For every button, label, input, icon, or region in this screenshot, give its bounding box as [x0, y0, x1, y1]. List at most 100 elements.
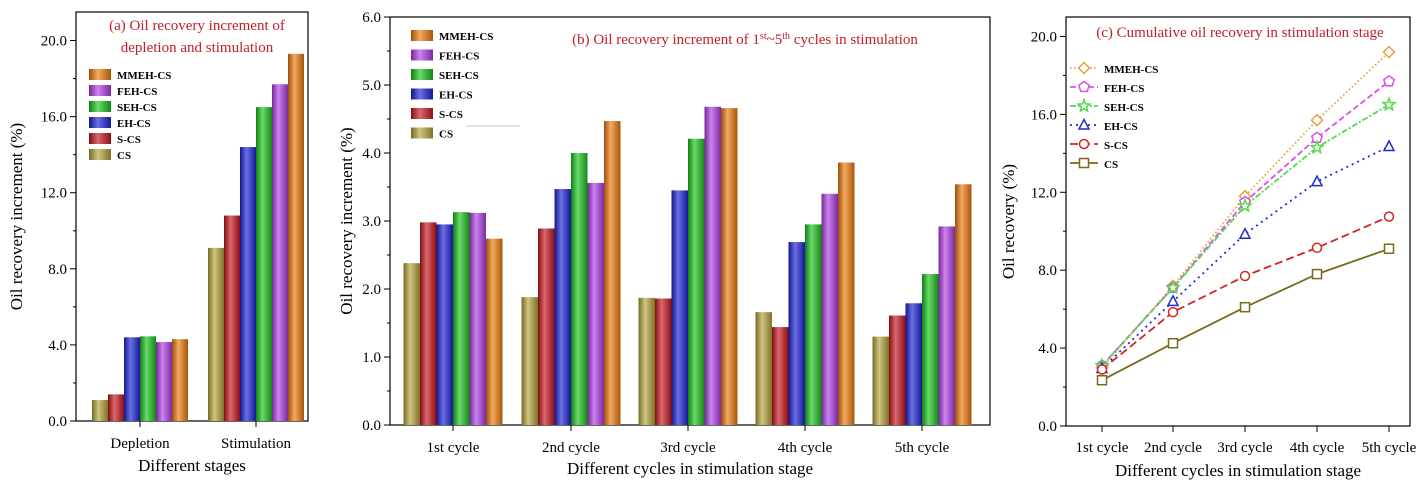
legend-label: SEH-CS	[117, 102, 157, 114]
x-tick-label: Stimulation	[221, 436, 292, 452]
y-tick-label: 6.0	[362, 10, 381, 26]
y-tick-label: 16.0	[1031, 107, 1057, 123]
y-tick-label: 5.0	[362, 78, 381, 94]
bar-feh-cs-cycle1	[469, 212, 486, 425]
bar-feh-cs-cycle5	[938, 226, 955, 425]
y-tick-label: 8.0	[1038, 263, 1057, 279]
legend-swatch-mmeh-cs	[411, 30, 433, 41]
bar-eh-cs-cycle2	[554, 189, 571, 425]
bar-cs-depletion	[92, 400, 108, 421]
bar-cs-stimulation	[208, 247, 224, 421]
x-tick-label: 1st cycle	[427, 440, 480, 456]
point-s-cs-cycle5	[1383, 211, 1395, 222]
y-tick-label: 20.0	[1031, 29, 1057, 45]
y-tick-label: 4.0	[362, 146, 381, 162]
bar-eh-cs-cycle5	[905, 303, 922, 425]
bar-seh-cs-cycle4	[805, 224, 822, 425]
point-s-cs-cycle1	[1096, 364, 1108, 375]
title-part: cycles in stimulation	[790, 32, 918, 48]
panel-title-line-2: depletion and stimulation	[121, 40, 274, 56]
bar-mmeh-cs-cycle5	[955, 184, 972, 425]
bar-seh-cs-cycle2	[571, 153, 588, 425]
bar-eh-cs-depletion	[124, 337, 140, 421]
y-tick-label: 0.0	[362, 418, 381, 434]
y-tick-label: 16.0	[41, 110, 67, 126]
legend-swatch-feh-cs	[411, 49, 433, 61]
legend-swatch-feh-cs	[89, 85, 111, 96]
legend-label: CS	[439, 129, 453, 141]
point-eh-cs-cycle4	[1310, 174, 1324, 187]
bar-cs-cycle3	[638, 297, 655, 425]
point-eh-cs-cycle2	[1166, 294, 1180, 307]
x-tick-label: 1st cycle	[1076, 440, 1129, 456]
legend-label: FEH-CS	[117, 86, 157, 98]
bar-cs-cycle1	[403, 263, 420, 425]
x-axis-label: Different cycles in stimulation stage	[1115, 461, 1361, 480]
legend-label: CS	[1104, 159, 1118, 171]
panel-title: (c) Cumulative oil recovery in stimulati…	[1096, 25, 1384, 41]
legend-marker-mmeh-cs	[1077, 61, 1091, 75]
bar-s-cs-depletion	[108, 394, 124, 421]
x-tick-label: 3rd cycle	[660, 440, 716, 456]
legend-label: SEH-CS	[439, 70, 479, 82]
legend-label: FEH-CS	[1104, 83, 1144, 95]
bar-feh-cs-cycle4	[821, 193, 838, 425]
point-cs-cycle3	[1239, 301, 1251, 313]
point-s-cs-cycle4	[1311, 242, 1323, 254]
bar-mmeh-cs-cycle2	[604, 121, 621, 425]
legend-label: CS	[117, 150, 131, 162]
bar-eh-cs-cycle4	[788, 242, 805, 425]
point-eh-cs-cycle3	[1238, 227, 1252, 239]
bar-mmeh-cs-stimulation	[288, 53, 304, 421]
legend-label: S-CS	[439, 109, 463, 121]
legend-marker-feh-cs	[1077, 80, 1091, 93]
line-cs	[1101, 247, 1390, 381]
legend-label: EH-CS	[439, 90, 473, 102]
y-tick-label: 4.0	[48, 338, 67, 354]
x-tick-label: 5th cycle	[895, 440, 950, 456]
bar-seh-cs-cycle5	[922, 274, 939, 425]
title-part: (b) Oil recovery increment of 1	[572, 32, 760, 48]
y-tick-label: 2.0	[362, 282, 381, 298]
y-tick-label: 0.0	[1038, 419, 1057, 435]
bar-s-cs-stimulation	[224, 215, 240, 421]
y-axis-label: Oil recovery increment (%)	[7, 123, 26, 310]
line-mmeh-cs	[1101, 51, 1390, 369]
x-tick-label: 5th cycle	[1362, 440, 1417, 456]
title-part: ~5	[767, 32, 783, 48]
panel-title: (b) Oil recovery increment of 1st~5th cy…	[572, 31, 918, 49]
bar-feh-cs-cycle3	[704, 106, 721, 425]
bar-mmeh-cs-cycle3	[721, 108, 738, 426]
bar-cs-cycle5	[872, 336, 889, 425]
bar-s-cs-cycle5	[889, 315, 906, 425]
panel-title-line-1: (a) Oil recovery increment of	[109, 18, 285, 34]
legend-swatch-s-cs	[89, 133, 111, 144]
bar-cs-cycle4	[755, 312, 772, 425]
legend-swatch-eh-cs	[411, 88, 433, 100]
legend-swatch-mmeh-cs	[89, 69, 111, 80]
legend-swatch-seh-cs	[89, 101, 111, 112]
point-seh-cs-cycle4	[1309, 139, 1325, 155]
legend-label: S-CS	[1104, 140, 1128, 152]
bar-s-cs-cycle2	[538, 228, 555, 425]
point-cs-cycle5	[1383, 243, 1395, 255]
bar-s-cs-cycle4	[772, 327, 789, 425]
y-tick-label: 8.0	[48, 262, 67, 278]
y-axis-label: Oil recovery (%)	[999, 164, 1018, 279]
point-seh-cs-cycle3	[1237, 197, 1253, 213]
bar-seh-cs-depletion	[140, 336, 156, 421]
legend-label: FEH-CS	[439, 51, 479, 63]
point-mmeh-cs-cycle5	[1382, 45, 1396, 59]
legend-swatch-s-cs	[411, 108, 433, 119]
legend-label: MMEH-CS	[117, 70, 171, 82]
legend-swatch-cs	[89, 149, 111, 160]
point-cs-cycle1	[1096, 374, 1108, 386]
legend-label: S-CS	[117, 134, 141, 146]
x-axis-label: Different cycles in stimulation stage	[567, 459, 813, 478]
x-tick-label: 4th cycle	[778, 440, 833, 456]
x-tick-label: 3rd cycle	[1217, 440, 1273, 456]
bar-cs-cycle2	[521, 297, 538, 425]
y-tick-label: 12.0	[1031, 185, 1057, 201]
line-eh-cs	[1101, 145, 1390, 370]
plot-frame	[75, 11, 309, 422]
